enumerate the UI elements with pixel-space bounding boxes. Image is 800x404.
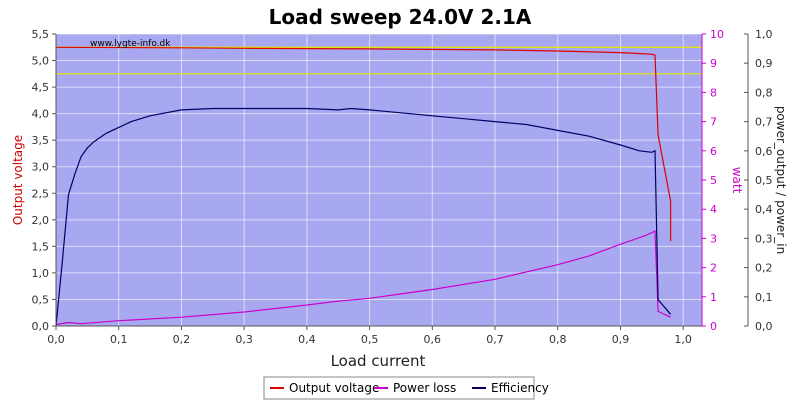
left-tick-label: 4,0 [32,108,50,121]
watt-tick-label: 1 [710,291,717,304]
left-tick-label: 2,5 [32,187,50,200]
x-tick-label: 0,3 [235,333,253,346]
right-tick-label: 0,7 [755,116,773,129]
left-axis-label: Output voltage [11,135,25,225]
left-tick-label: 4,5 [32,81,50,94]
left-tick-label: 5,5 [32,28,50,41]
watt-tick-label: 6 [710,145,717,158]
watt-tick-label: 2 [710,262,717,275]
watt-tick-label: 3 [710,232,717,245]
x-tick-label: 0,9 [612,333,630,346]
axes: 0,0 0,1 0,2 0,3 0,4 0,5 0,6 0,7 0,8 0,9 1,0 0,0 0,5 1… [32,28,773,346]
x-tick-label: 0,6 [424,333,442,346]
right-tick-label: 0,2 [755,262,773,275]
x-tick-label: 0,7 [486,333,504,346]
left-tick-label: 0,5 [32,293,50,306]
left-tick-label: 3,5 [32,134,50,147]
watermark: www.lygte-info.dk [90,39,171,49]
watt-tick-label: 8 [710,86,717,99]
left-tick-label: 2,0 [32,214,50,227]
right-tick-label: 0,0 [755,320,773,333]
x-tick-label: 1,0 [674,333,692,346]
plot-area [56,34,702,326]
legend-box [263,376,535,400]
watt-tick-label: 9 [710,57,717,70]
left-tick-label: 1,0 [32,267,50,280]
right-tick-label: 0,4 [755,203,773,216]
series-group [55,46,672,327]
left-tick-label: 5,0 [32,55,50,68]
x-tick-label: 0,4 [298,333,316,346]
right-tick-label: 1,0 [755,28,773,41]
x-tick-label: 0,2 [173,333,191,346]
watt-tick-label: 4 [710,203,717,216]
right-tick-label: 0,3 [755,232,773,245]
left-tick-label: 3,0 [32,161,50,174]
right-tick-label: 0,6 [755,145,773,158]
right-tick-label: 0,8 [755,86,773,99]
watt-tick-label: 0 [710,320,717,333]
x-tick-label: 0,5 [361,333,379,346]
legend: Output voltage Power loss Efficiency [263,376,549,400]
left-tick-label: 0,0 [32,320,50,333]
watt-axis-label: watt [730,167,744,194]
right-tick-label: 0,1 [755,291,773,304]
chart-title: Load sweep 24.0V 2.1A [269,5,532,29]
legend-label: Output voltage [289,381,379,395]
series-line-power-loss [55,230,671,326]
x-tick-label: 0,8 [549,333,567,346]
right-tick-label: 0,5 [755,174,773,187]
series-line-efficiency [55,107,672,327]
series-line-output-voltage [55,46,672,242]
right-tick-label: 0,9 [755,57,773,70]
x-tick-label: 0,1 [110,333,128,346]
watt-tick-label: 5 [710,174,717,187]
plot-background [56,34,702,326]
legend-label: Power loss [393,381,456,395]
x-axis-label: Load current [331,352,426,370]
watt-tick-label: 7 [710,116,717,129]
legend-label: Efficiency [491,381,549,395]
left-tick-label: 1,5 [32,240,50,253]
watt-tick-label: 10 [710,28,724,41]
x-tick-label: 0,0 [47,333,65,346]
right-axis-label: power_output / power_in [774,106,788,254]
